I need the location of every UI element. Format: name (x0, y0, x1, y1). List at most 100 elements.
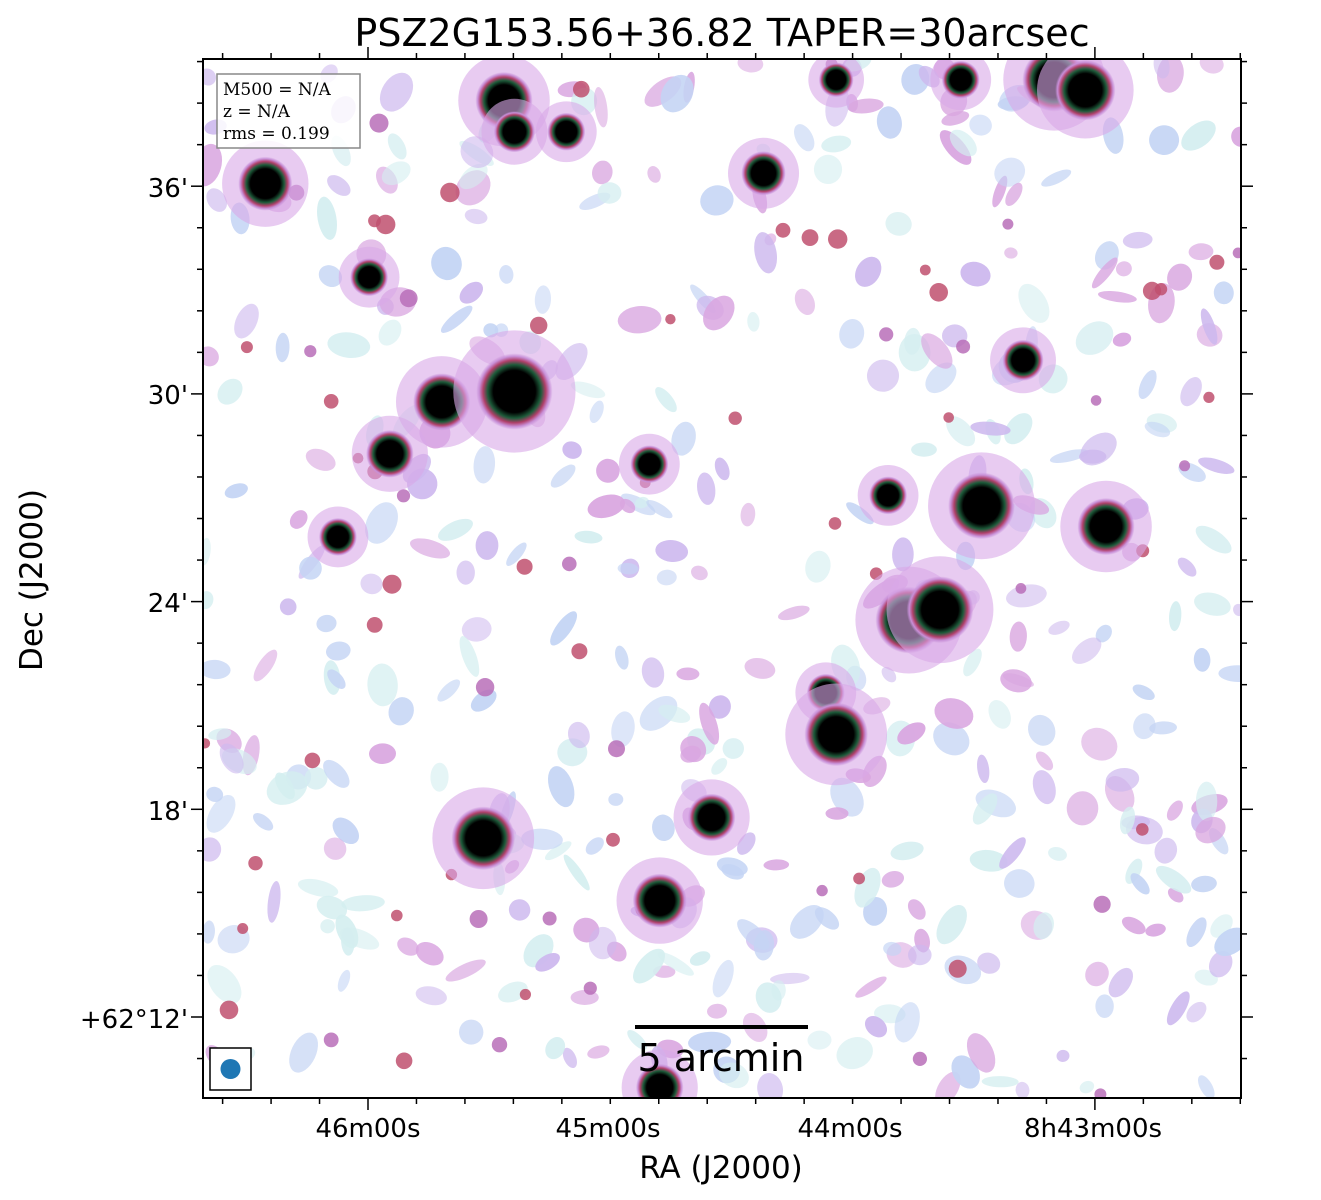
noise-blob (714, 457, 730, 481)
noise-blob (596, 458, 620, 483)
info-box: M500 = N/A z = N/A rms = 0.199 (216, 73, 361, 149)
noise-blob (1154, 837, 1178, 864)
noise-blob (219, 743, 244, 774)
noise-blob (323, 837, 347, 860)
noise-blob (981, 1076, 1019, 1088)
faint-source (853, 872, 865, 885)
noise-blob (689, 951, 711, 966)
faint-source (956, 339, 971, 354)
noise-blob (883, 941, 902, 956)
radio-source (1077, 497, 1135, 556)
noise-blob (988, 700, 1011, 729)
faint-source (323, 394, 339, 409)
noise-blob (740, 502, 756, 527)
noise-blob (206, 786, 224, 802)
faint-source (491, 1037, 508, 1053)
noise-blob (966, 1033, 996, 1073)
info-z: z = N/A (223, 102, 291, 122)
radio-source (318, 517, 357, 556)
noise-blob (656, 569, 677, 586)
noise-blob (252, 813, 274, 831)
radio-source (630, 445, 669, 484)
noise-blob (633, 948, 665, 984)
noise-blob (697, 472, 716, 505)
noise-blob (885, 212, 912, 236)
faint-source (816, 884, 828, 897)
noise-blob (379, 72, 414, 112)
noise-blob (894, 1002, 920, 1043)
noise-blob (836, 1037, 873, 1070)
noise-blob (855, 256, 882, 287)
noise-blob (1004, 247, 1018, 259)
noise-blob (203, 920, 215, 944)
beam-ellipse (220, 1059, 241, 1079)
noise-blob (316, 895, 348, 920)
faint-source (399, 289, 418, 308)
radio-source (350, 258, 389, 297)
noise-blob (703, 295, 735, 331)
noise-blob (763, 859, 790, 871)
noise-blob (1213, 281, 1234, 305)
noise-blob (1181, 120, 1216, 151)
noise-blob (1186, 1001, 1207, 1023)
faint-source (323, 1032, 339, 1048)
noise-blob (440, 305, 473, 333)
noise-blob (1198, 1075, 1215, 1098)
faint-source (606, 832, 620, 847)
noise-blob (839, 318, 865, 349)
noise-blob (1180, 376, 1202, 407)
noise-blob (1145, 923, 1166, 937)
noise-blob (1056, 1049, 1070, 1062)
noise-blob (431, 246, 462, 281)
noise-blob (459, 281, 484, 304)
noise-blob (969, 114, 992, 136)
noise-blob (864, 1016, 888, 1038)
noise-blob (747, 312, 760, 332)
noise-blob (1119, 806, 1136, 835)
noise-blob (1079, 449, 1107, 464)
noise-blob (266, 771, 308, 805)
noise-blob (1095, 624, 1112, 643)
radio-source (906, 576, 974, 644)
noise-blob (464, 208, 488, 225)
noise-blob (754, 232, 778, 274)
noise-blob (1005, 182, 1023, 207)
noise-blob (397, 937, 419, 956)
noise-blob (316, 614, 337, 633)
noise-blob (498, 981, 528, 1003)
y-tick-label: +62°12' (80, 1005, 188, 1035)
noise-blob (1194, 592, 1231, 616)
noise-blob (934, 698, 974, 729)
noise-blob (1177, 557, 1197, 577)
noise-blob (562, 1047, 577, 1069)
noise-blob (327, 332, 371, 358)
chart-title: PSZ2G153.56+36.82 TAPER=30arcsec (354, 11, 1089, 55)
noise-blob (688, 1031, 732, 1053)
faint-source (219, 1000, 239, 1020)
noise-blob (1041, 169, 1072, 187)
radio-source (451, 806, 516, 871)
noise-blob (969, 849, 1008, 872)
noise-blob (1049, 449, 1089, 463)
x-tick-label: 45m00s (555, 1114, 660, 1144)
faint-source (608, 740, 625, 758)
noise-blob (567, 721, 590, 749)
faint-source (573, 80, 590, 98)
noise-blob (1015, 1081, 1030, 1098)
noise-blob (691, 565, 708, 581)
noise-blob (1195, 781, 1218, 822)
faint-source (203, 738, 211, 749)
noise-blob (544, 841, 572, 861)
faint-source (469, 910, 488, 928)
noise-blob (594, 86, 608, 128)
y-tick-label: 36' (148, 174, 188, 204)
faint-source (912, 1051, 928, 1066)
noise-blob (475, 531, 499, 560)
noise-blob (911, 442, 937, 457)
noise-blob (1027, 714, 1056, 746)
noise-blob (904, 327, 921, 355)
noise-blob (744, 657, 776, 679)
noise-blob (365, 502, 398, 544)
noise-blob (1195, 525, 1232, 554)
noise-blob (657, 951, 694, 976)
